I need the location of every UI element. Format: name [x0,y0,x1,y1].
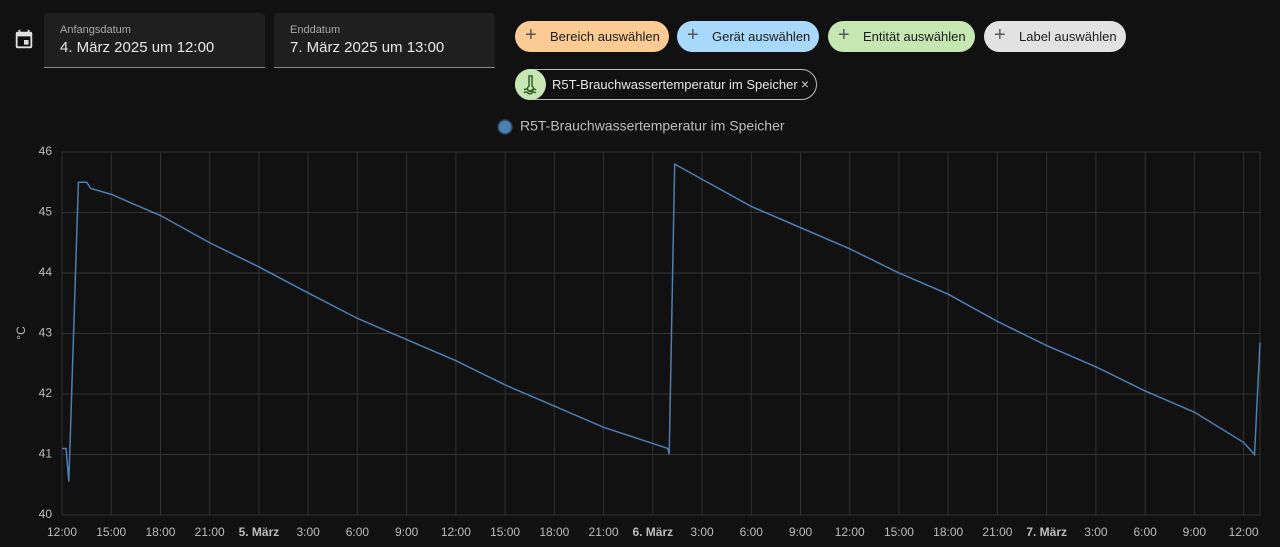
x-tick-label: 7. März [1026,525,1067,539]
x-tick-label: 3:00 [1084,525,1108,539]
x-tick-label: 21:00 [195,525,225,539]
selected-entity[interactable]: R5T-Brauchwassertemperatur im Speicher × [515,69,817,100]
x-tick-label: 3:00 [296,525,320,539]
x-tick-label: 15:00 [490,525,520,539]
y-tick-label: 43 [39,326,53,340]
start-date[interactable]: Anfangsdatum 4. März 2025 um 12:00 [44,13,265,68]
entity-name: R5T-Brauchwassertemperatur im Speicher [552,77,798,92]
x-tick-label: 12:00 [47,525,77,539]
x-tick-label: 9:00 [1183,525,1207,539]
calendar-icon[interactable] [13,29,35,51]
x-tick-label: 6:00 [1133,525,1157,539]
series-line [62,162,1261,482]
end-date[interactable]: Enddatum 7. März 2025 um 13:00 [274,13,495,68]
y-tick-label: 40 [39,507,53,521]
remove-button[interactable]: × [800,76,809,92]
x-tick-label: 18:00 [539,525,569,539]
x-tick-label: 15:00 [96,525,126,539]
x-tick-label: 12:00 [441,525,471,539]
entity-chip[interactable]: Entität auswählen [828,20,975,52]
x-tick-label: 15:00 [884,525,914,539]
label: Enddatum [290,24,341,36]
x-tick-label: 6. März [632,525,673,539]
legend-label: R5T-Brauchwassertemperatur im Speicher [520,118,785,134]
label: Anfangsdatum [60,24,131,36]
legend-swatch [497,119,513,135]
value: 4. März 2025 um 12:00 [60,39,215,56]
y-axis-label: °C [14,326,28,340]
x-tick-label: 18:00 [933,525,963,539]
x-tick-label: 6:00 [740,525,764,539]
label-chip[interactable]: Label auswählen [984,20,1126,52]
x-tick-label: 21:00 [589,525,619,539]
x-tick-label: 5. März [239,525,280,539]
y-tick-label: 42 [39,386,53,400]
x-tick-label: 9:00 [395,525,419,539]
x-tick-label: 3:00 [690,525,714,539]
x-tick-label: 9:00 [789,525,813,539]
entity-icon [515,69,546,100]
y-tick-label: 45 [39,205,53,219]
x-tick-label: 18:00 [145,525,175,539]
value: 7. März 2025 um 13:00 [290,39,445,56]
x-tick-label: 12:00 [835,525,865,539]
x-tick-label: 6:00 [346,525,370,539]
x-tick-label: 21:00 [982,525,1012,539]
device-chip[interactable]: Gerät auswählen [677,20,819,52]
area-chip[interactable]: Bereich auswählen [515,20,669,52]
y-tick-label: 41 [39,447,53,461]
x-tick-label: 12:00 [1229,525,1259,539]
y-tick-label: 44 [39,265,53,279]
y-tick-label: 46 [39,144,53,158]
